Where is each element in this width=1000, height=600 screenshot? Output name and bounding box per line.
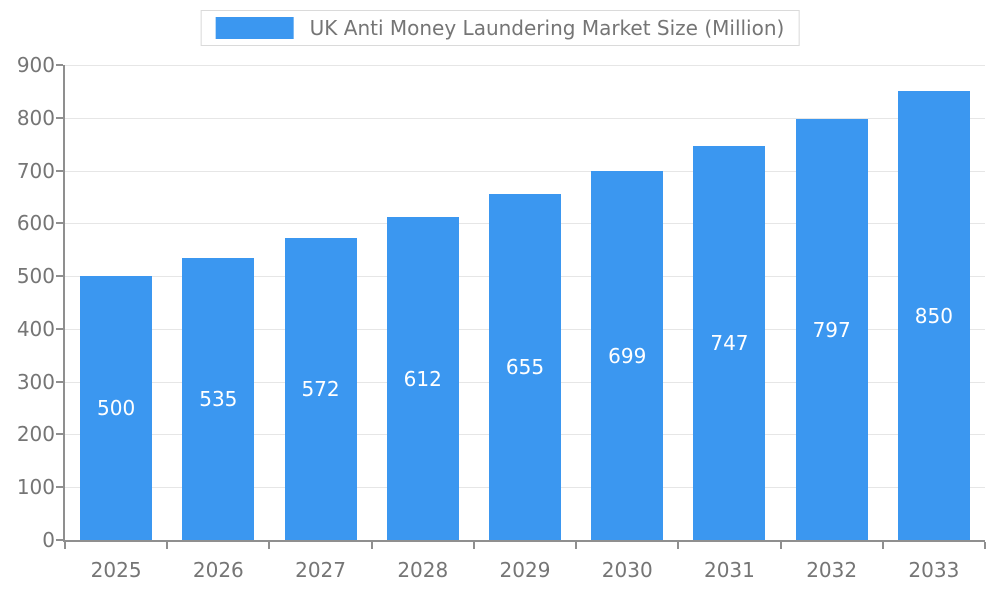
x-axis-tick xyxy=(779,542,782,549)
y-axis-tick-label: 200 xyxy=(16,422,55,447)
chart-title: UK Anti Money Laundering Market Size (Mi… xyxy=(309,16,785,40)
x-axis-tick-label: 2033 xyxy=(908,558,960,582)
y-axis-tick-label: 600 xyxy=(16,211,55,236)
x-axis-tick-label: 2025 xyxy=(90,558,142,582)
y-axis-line xyxy=(63,65,65,542)
y-axis-tick xyxy=(56,275,63,278)
y-axis-tick-label: 900 xyxy=(16,53,55,77)
y-axis-tick-label: 700 xyxy=(16,158,55,183)
bar: 747 xyxy=(693,145,766,540)
y-axis-tick-label: 300 xyxy=(16,369,55,394)
legend-swatch xyxy=(215,17,294,39)
gridline xyxy=(65,170,985,172)
bar-value-label: 500 xyxy=(97,396,136,421)
bar: 572 xyxy=(284,238,357,540)
y-axis-tick-label: 500 xyxy=(16,264,55,289)
bar: 699 xyxy=(591,171,664,540)
x-axis-tick-label: 2029 xyxy=(499,558,551,582)
x-axis-tick xyxy=(166,542,169,549)
x-axis-tick-label: 2028 xyxy=(397,558,449,582)
y-axis-tick-label: 800 xyxy=(16,105,55,130)
bar-value-label: 699 xyxy=(608,343,647,368)
x-axis-tick-label: 2032 xyxy=(806,558,858,582)
bar-value-label: 572 xyxy=(301,377,340,402)
y-axis-tick xyxy=(56,539,63,541)
bar: 612 xyxy=(386,217,459,540)
y-axis-tick xyxy=(56,169,63,172)
bar-value-label: 535 xyxy=(199,386,238,411)
x-axis-tick xyxy=(472,542,475,549)
bar-value-label: 655 xyxy=(505,355,545,380)
plot-area: 500 535 572 612 655 699 747 797 850 xyxy=(65,65,985,540)
x-axis-tick xyxy=(575,542,578,549)
x-axis-tick xyxy=(881,542,884,549)
x-axis-tick xyxy=(268,542,271,549)
y-axis-tick-label: 0 xyxy=(42,528,55,552)
bar-value-label: 747 xyxy=(710,330,749,355)
y-axis-tick xyxy=(56,380,63,383)
x-axis-tick-label: 2031 xyxy=(703,558,755,582)
x-axis-tick-label: 2026 xyxy=(192,558,244,582)
y-axis-tick xyxy=(56,64,63,66)
bar-value-label: 797 xyxy=(812,317,851,342)
x-axis-tick xyxy=(64,542,66,549)
bar: 500 xyxy=(80,276,153,540)
x-axis-tick-label: 2027 xyxy=(295,558,346,582)
chart-legend: UK Anti Money Laundering Market Size (Mi… xyxy=(200,10,800,46)
x-axis-tick xyxy=(984,542,986,549)
gridline xyxy=(65,117,985,119)
y-axis-tick xyxy=(56,116,63,119)
bar-value-label: 612 xyxy=(403,366,442,391)
bar: 850 xyxy=(897,91,970,540)
x-axis-tick-label: 2030 xyxy=(601,558,653,582)
y-axis-tick-label: 400 xyxy=(16,316,55,341)
y-axis-tick xyxy=(56,433,63,436)
gridline xyxy=(65,65,985,66)
y-axis-tick-label: 100 xyxy=(16,475,55,500)
bar: 655 xyxy=(489,194,561,540)
x-axis-tick xyxy=(677,542,680,549)
x-axis-line xyxy=(63,540,985,542)
y-axis-tick xyxy=(56,486,63,489)
bar: 535 xyxy=(182,257,255,540)
bar-value-label: 850 xyxy=(914,303,953,328)
y-axis-tick xyxy=(56,222,63,225)
bar: 797 xyxy=(795,119,868,540)
y-axis-tick xyxy=(56,327,63,330)
x-axis-tick xyxy=(370,542,373,549)
